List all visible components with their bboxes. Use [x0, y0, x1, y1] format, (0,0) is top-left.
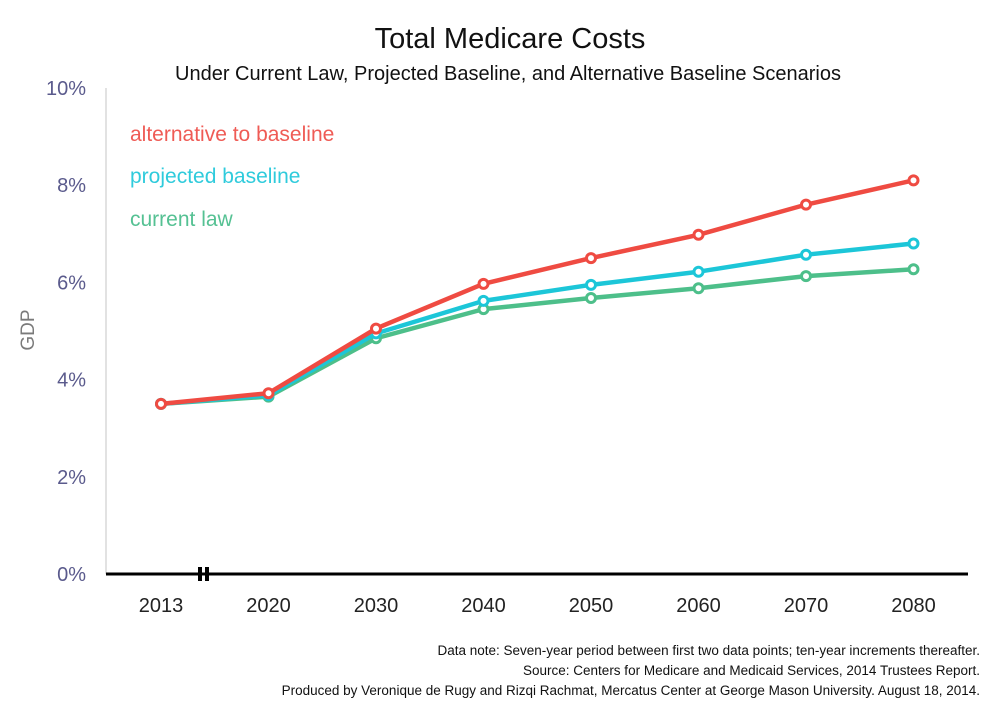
series-line-alternative-to-baseline	[158, 178, 916, 407]
credit-note: Produced by Veronique de Rugy and Rizqi …	[282, 683, 980, 698]
chart-subtitle: Under Current Law, Projected Baseline, a…	[175, 63, 841, 85]
data-point-projected-baseline	[585, 278, 597, 291]
y-tick-label: 6%	[57, 272, 86, 294]
data-point-alternative-to-baseline	[907, 174, 920, 187]
data-point-projected-baseline	[477, 294, 490, 307]
x-tick-label: 2080	[891, 595, 936, 617]
data-point-projected-baseline	[907, 237, 920, 250]
data-note: Data note: Seven-year period between fir…	[437, 643, 980, 658]
x-tick-label: 2060	[676, 595, 721, 617]
source-note: Source: Centers for Medicare and Medicai…	[523, 663, 980, 678]
x-tick-label: 2050	[569, 595, 614, 617]
data-point-alternative-to-baseline	[800, 198, 812, 211]
y-tick-label: 10%	[46, 78, 86, 100]
series-line-projected-baseline	[158, 241, 916, 407]
chart-title: Total Medicare Costs	[375, 23, 646, 55]
y-tick-label: 0%	[57, 564, 86, 586]
data-point-current-law	[907, 263, 920, 276]
data-point-projected-baseline	[692, 265, 705, 278]
x-tick-label: 2070	[784, 595, 829, 617]
data-point-projected-baseline	[800, 248, 812, 261]
data-point-alternative-to-baseline	[585, 252, 597, 265]
y-axis-label: GDP	[18, 309, 39, 350]
data-point-current-law	[800, 270, 812, 283]
data-point-current-law	[692, 282, 705, 295]
y-tick-label: 2%	[57, 467, 86, 489]
series-layer	[155, 174, 920, 410]
legend: alternative to baseline projected baseli…	[130, 123, 334, 231]
x-axis-ticks: 2013 2020 2030 2040 2050 2060 2070 2080	[139, 595, 936, 617]
y-tick-label: 8%	[57, 175, 86, 197]
legend-current-law: current law	[130, 208, 234, 231]
data-point-current-law	[585, 291, 597, 304]
data-point-alternative-to-baseline	[262, 387, 275, 400]
y-tick-label: 4%	[57, 370, 86, 392]
data-point-alternative-to-baseline	[370, 322, 382, 335]
data-point-alternative-to-baseline	[477, 277, 490, 290]
x-tick-label: 2030	[354, 595, 399, 617]
y-axis-ticks: 0% 2% 4% 6% 8% 10%	[46, 78, 86, 586]
x-tick-label: 2020	[246, 595, 291, 617]
axis-break-marker	[198, 567, 209, 581]
x-tick-label: 2013	[139, 595, 184, 617]
footnotes: Data note: Seven-year period between fir…	[282, 643, 980, 698]
data-point-alternative-to-baseline	[692, 228, 705, 241]
x-tick-label: 2040	[461, 595, 506, 617]
legend-projected-baseline: projected baseline	[130, 165, 300, 188]
data-point-alternative-to-baseline	[155, 397, 167, 410]
series-line-current-law	[158, 267, 916, 407]
legend-alternative-to-baseline: alternative to baseline	[130, 123, 334, 146]
